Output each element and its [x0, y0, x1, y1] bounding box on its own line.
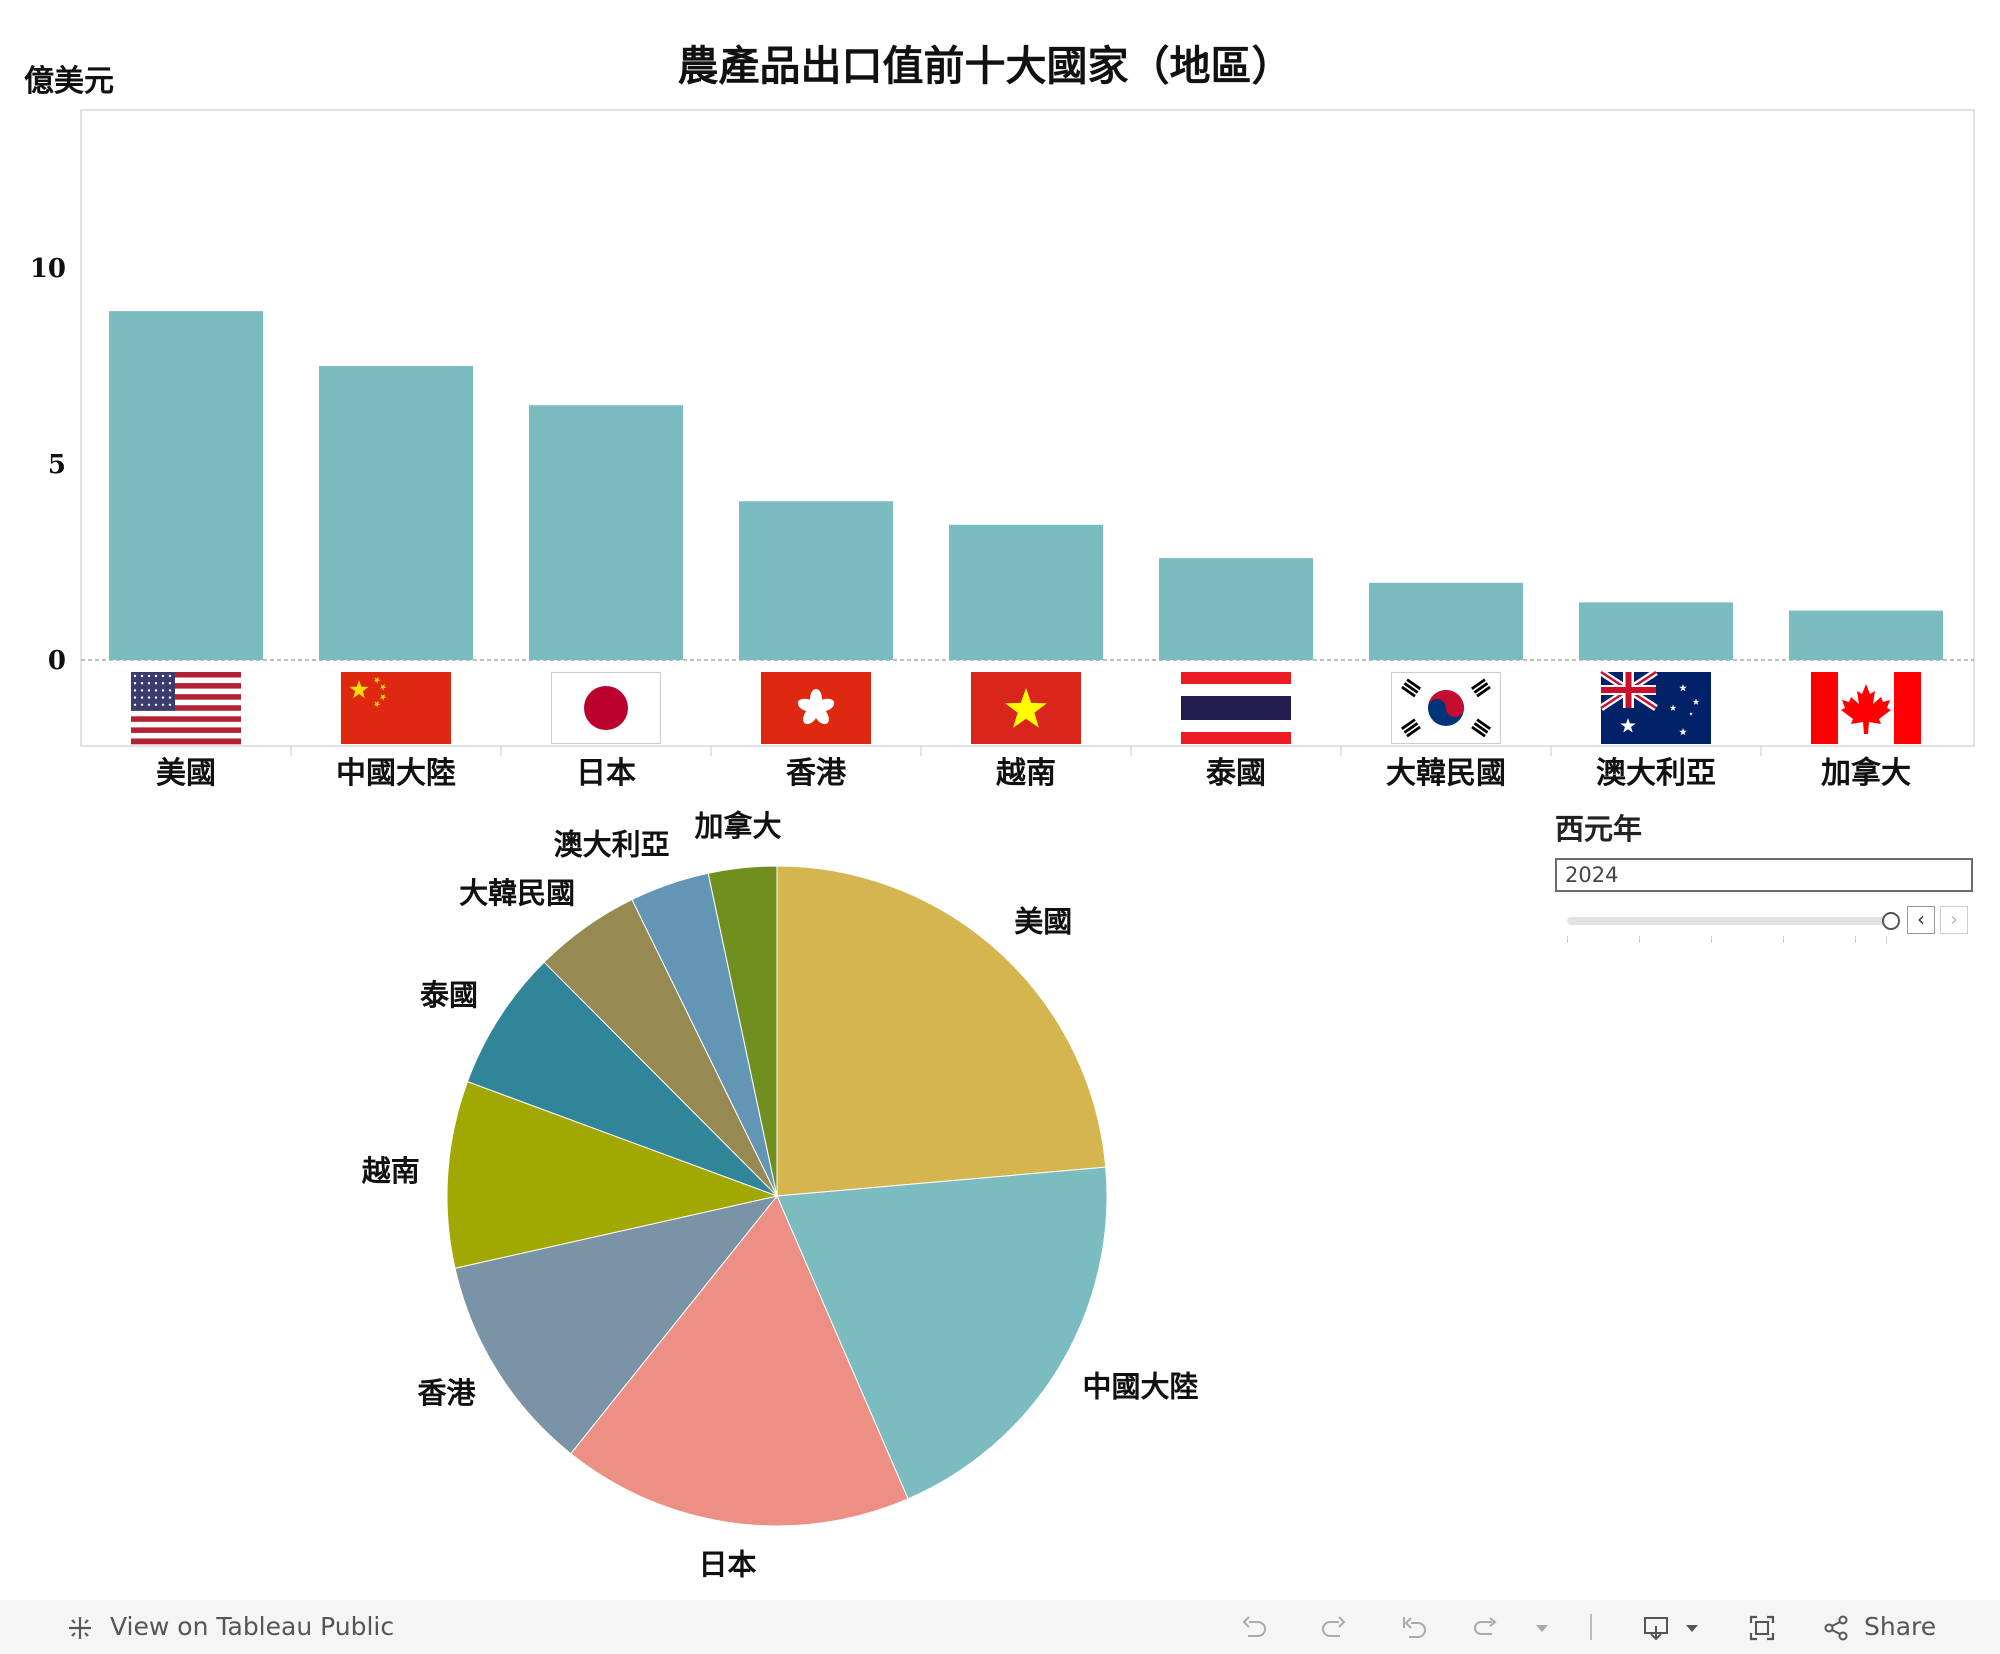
revert-icon[interactable]: [1400, 1614, 1428, 1642]
y-tick-label: 10: [30, 254, 66, 284]
year-slider-track[interactable]: [1567, 917, 1887, 925]
flag-hongkong-icon: [761, 672, 871, 744]
view-on-tableau-link[interactable]: View on Tableau Public: [110, 1612, 395, 1641]
toolbar-divider: [1590, 1614, 1592, 1640]
year-slider-ticks: [1567, 936, 1887, 944]
category-label: 泰國: [1206, 756, 1266, 791]
category-label: 大韓民國: [1386, 756, 1506, 791]
bar[interactable]: [1369, 582, 1523, 660]
flag-us-icon: [131, 672, 241, 745]
download-dropdown-icon[interactable]: [1678, 1614, 1706, 1642]
tableau-logo-icon: [69, 1617, 91, 1639]
pie-label: 美國: [1014, 905, 1072, 939]
bar[interactable]: [949, 524, 1103, 660]
pie-label: 澳大利亞: [554, 827, 670, 861]
year-filter-title: 西元年: [1555, 812, 1643, 846]
y-tick-label: 5: [48, 450, 66, 480]
tableau-toolbar: View on Tableau Public Share: [0, 1600, 2000, 1654]
pie-slice[interactable]: [776, 1166, 1108, 1500]
bar[interactable]: [109, 311, 263, 660]
y-axis-unit-label: 億美元: [24, 64, 114, 99]
category-label: 澳大利亞: [1596, 756, 1716, 791]
bar[interactable]: [739, 501, 893, 660]
category-label: 加拿大: [1821, 756, 1911, 791]
flag-japan-icon: [551, 672, 661, 744]
flag-vietnam-icon: [971, 672, 1081, 744]
refresh-dropdown-icon[interactable]: [1528, 1614, 1556, 1642]
flag-canada-icon: [1811, 672, 1921, 744]
pie-slice[interactable]: [466, 961, 778, 1197]
refresh-icon[interactable]: [1472, 1614, 1500, 1642]
bar[interactable]: [1159, 558, 1313, 660]
category-label: 美國: [156, 756, 216, 791]
bar[interactable]: [1579, 602, 1733, 660]
pie-label: 加拿大: [694, 809, 781, 843]
pie-slice[interactable]: [446, 1080, 779, 1269]
category-label: 中國大陸: [336, 756, 456, 791]
pie-label: 大韓民國: [459, 876, 575, 910]
bar[interactable]: [1789, 610, 1943, 660]
undo-icon[interactable]: [1240, 1614, 1268, 1642]
category-label: 香港: [786, 756, 847, 791]
pie-slice[interactable]: [707, 865, 778, 1197]
year-slider[interactable]: ‹ ›: [1555, 900, 1975, 943]
year-filter-input[interactable]: 2024: [1555, 858, 1973, 892]
pie-label: 越南: [362, 1154, 420, 1188]
redo-icon[interactable]: [1320, 1614, 1348, 1642]
plot-frame: [80, 109, 1975, 747]
share-icon[interactable]: [1822, 1614, 1850, 1642]
category-label: 越南: [996, 756, 1056, 791]
fullscreen-icon[interactable]: [1748, 1614, 1776, 1642]
category-label: 日本: [576, 756, 636, 791]
previous-year-button[interactable]: ‹: [1907, 906, 1935, 934]
year-filter: 西元年 2024 ‹ ›: [1555, 806, 1975, 943]
chart-title: 農產品出口值前十大國家（地區）: [677, 42, 1293, 90]
pie-label: 泰國: [420, 978, 478, 1012]
flag-korea-icon: [1391, 672, 1501, 744]
y-tick-label: 0: [48, 646, 66, 676]
pie-label: 中國大陸: [1083, 1370, 1199, 1404]
next-year-button[interactable]: ›: [1940, 906, 1968, 934]
pie-label: 香港: [417, 1376, 476, 1410]
flag-thailand-icon: [1181, 672, 1291, 744]
pie-slice[interactable]: [454, 1195, 779, 1455]
pie-label: 日本: [698, 1548, 756, 1582]
share-button[interactable]: Share: [1864, 1612, 1937, 1641]
bar-chart: 0 5 10 美國 中國大陸 日本 香港 越南 泰國 大韓民國 澳大利亞 加拿大: [30, 109, 1975, 791]
year-slider-handle[interactable]: [1882, 912, 1900, 930]
flag-china-icon: [341, 672, 451, 744]
pie-slice[interactable]: [570, 1195, 909, 1527]
download-icon[interactable]: [1642, 1614, 1670, 1642]
pie-slice[interactable]: [776, 865, 1107, 1197]
flag-australia-icon: [1599, 669, 1711, 744]
bar[interactable]: [529, 405, 683, 660]
bar[interactable]: [319, 366, 473, 660]
